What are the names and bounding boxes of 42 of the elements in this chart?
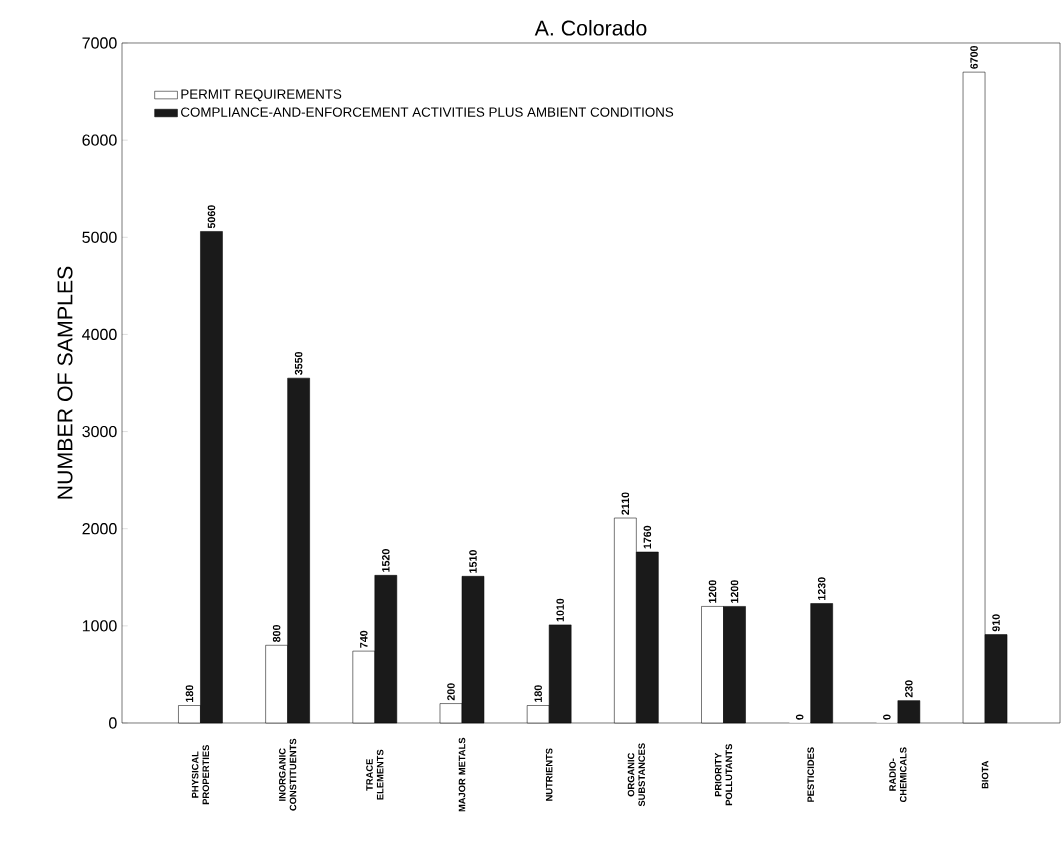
data-label: 180 [534,685,542,702]
data-label: 1510 [469,550,477,573]
y-axis-title: NUMBER OF SAMPLES [57,266,73,499]
data-label: 910 [992,614,1000,632]
y-tick-label: 6000 [82,134,117,146]
data-label: 6700 [970,45,978,69]
y-tick-label: 3000 [82,425,117,438]
y-tick-label: 4000 [82,328,117,341]
y-tick-label: 7000 [82,37,117,49]
y-tick-label: 1000 [82,620,117,632]
x-tick-label: ORGANIC SUBSTANCES [627,743,645,807]
data-label: 2110 [621,492,630,515]
data-label: 230 [905,680,913,698]
y-tick-label: 5000 [82,231,117,243]
data-label: 180 [185,685,194,702]
data-label: 740 [360,630,368,648]
data-label: 1230 [817,577,826,600]
data-label: 3550 [294,351,303,375]
x-tick-label: TRACE ELEMENTS [366,749,384,800]
data-label: 1010 [556,598,564,622]
data-label: 0 [883,714,891,720]
data-label: 200 [447,683,455,701]
x-tick-label: PRIORITY POLLUTANTS [714,744,733,806]
x-tick-label: PHYSICAL PROPERTIES [191,745,210,805]
y-tick-label: 0 [109,717,117,729]
x-tick-label: RADIO-CHEMICALS [889,747,907,803]
x-tick-label: INORGANIC CONSTITUENTS [279,738,297,811]
y-tick-label: 2000 [82,523,117,535]
chart-title: A. Colorado [534,19,647,36]
x-tick-label: BIOTA [981,760,989,789]
x-tick-label: PESTICIDES [807,747,814,802]
data-label: 1760 [643,525,652,549]
legend-label: COMPLIANCE-AND-ENFORCEMENT ACTIVITIES PLUS AMBIENT CONDITIONS [181,107,674,117]
data-label: 1200 [730,580,739,603]
x-tick-label: NUTRIENTS [545,748,553,801]
x-tick-label: MAJOR METALS [458,737,466,812]
data-label: 1520 [382,549,390,572]
data-label: 1200 [708,580,717,603]
data-label: 800 [272,624,281,643]
data-label: 0 [795,714,804,720]
data-label: 5060 [207,205,216,229]
legend-label: PERMIT REQUIREMENTS [181,89,342,102]
